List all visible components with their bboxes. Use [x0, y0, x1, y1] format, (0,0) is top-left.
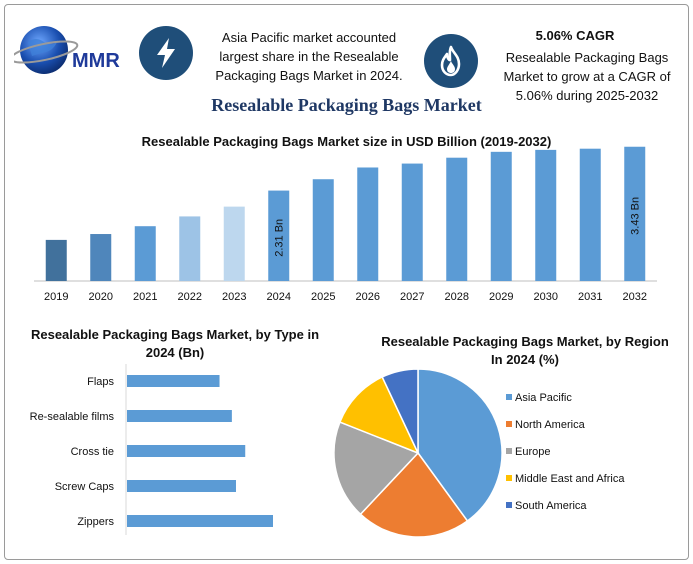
hbar-cross-tie: [127, 445, 246, 457]
pie-slice-middle-east-and-africa: [338, 375, 420, 455]
x-tick-label: 2029: [489, 291, 513, 303]
data-label: 3.43 Bn: [630, 197, 642, 235]
x-tick-label: 2024: [267, 291, 291, 303]
bar-2024: [268, 190, 290, 281]
category-label: Screw Caps: [55, 481, 115, 493]
pie-slice-asia-pacific: [417, 368, 503, 523]
mmr-logo: MMR: [14, 26, 120, 74]
bar-2032: [624, 146, 646, 281]
legend-label: North America: [515, 419, 586, 431]
x-tick-label: 2020: [89, 291, 113, 303]
category-label: Flaps: [87, 376, 114, 388]
bar-2026: [357, 167, 379, 281]
bar-2023: [223, 206, 245, 281]
cagr-description: Resealable Packaging Bags Market to grow…: [500, 48, 674, 105]
bar-2025: [312, 179, 334, 281]
main-title: Resealable Packaging Bags Market: [211, 95, 482, 115]
bar-2022: [179, 216, 201, 281]
legend-label: South America: [515, 500, 587, 512]
legend-swatch: [506, 421, 512, 427]
x-tick-label: 2027: [400, 291, 424, 303]
flame-icon: [424, 34, 478, 88]
highlight-line: largest share in the Resealable: [219, 49, 399, 64]
legend-label: Asia Pacific: [515, 392, 572, 404]
lightning-bolt-icon: [139, 26, 193, 80]
highlight-text-asia-pacific: Asia Pacific market accounted largest sh…: [210, 28, 408, 85]
hbar-re-sealable-films: [127, 410, 232, 422]
legend-label: Middle East and Africa: [515, 473, 625, 485]
type-chart-title: Resealable Packaging Bags Market, by Typ…: [30, 327, 320, 360]
cagr-line: Resealable Packaging Bags: [505, 50, 669, 65]
x-tick-label: 2021: [133, 291, 157, 303]
x-tick-label: 2031: [578, 291, 602, 303]
x-tick-label: 2028: [445, 291, 469, 303]
legend-label: Europe: [515, 446, 550, 458]
bar-chart-title: Resealable Packaging Bags Market size in…: [141, 134, 552, 149]
hbar-screw-caps: [127, 480, 236, 492]
category-label: Zippers: [77, 516, 114, 528]
legend-swatch: [506, 475, 512, 481]
pie-slice-south-america: [381, 368, 419, 454]
logo-text: MMR: [72, 50, 120, 72]
bar-2031: [579, 148, 601, 281]
cagr-line: Market to grow at a CAGR of: [503, 69, 671, 84]
category-label: Cross tie: [71, 446, 114, 458]
highlight-line: Packaging Bags Market in 2024.: [215, 68, 403, 83]
hbar-flaps: [127, 375, 220, 387]
bar-2019: [45, 239, 67, 281]
legend-swatch: [506, 394, 512, 400]
x-tick-label: 2025: [311, 291, 335, 303]
legend-swatch: [506, 448, 512, 454]
region-chart-title: Resealable Packaging Bags Market, by Reg…: [381, 334, 669, 367]
x-tick-label: 2030: [534, 291, 558, 303]
bar-2030: [535, 149, 557, 281]
x-tick-label: 2026: [356, 291, 380, 303]
cagr-line: 5.06% during 2025-2032: [515, 88, 659, 103]
highlight-line: Asia Pacific market accounted: [221, 30, 397, 45]
cagr-title: 5.06% CAGR: [535, 28, 615, 43]
x-tick-label: 2022: [178, 291, 202, 303]
bar-2020: [90, 234, 112, 281]
x-tick-label: 2023: [222, 291, 246, 303]
category-label: Re-sealable films: [30, 411, 115, 423]
data-label: 2.31 Bn: [274, 219, 286, 257]
bar-2021: [134, 226, 156, 281]
x-tick-label: 2019: [44, 291, 68, 303]
pie-slice-north-america: [359, 451, 469, 538]
hbar-zippers: [127, 515, 273, 527]
legend-swatch: [506, 502, 512, 508]
bar-2027: [401, 163, 423, 281]
bar-2028: [446, 157, 468, 281]
bar-2029: [490, 151, 512, 281]
x-tick-label: 2032: [623, 291, 647, 303]
